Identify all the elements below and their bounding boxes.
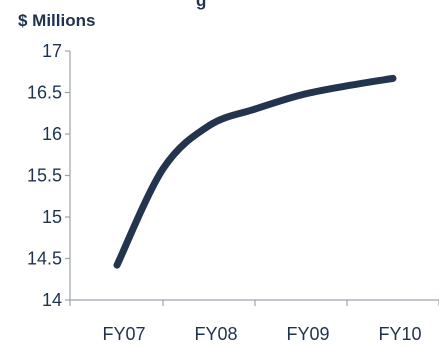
x-tick-label: FY07	[102, 324, 145, 344]
y-tick-label: 16	[42, 124, 62, 144]
y-axis-unit-label: $ Millions	[18, 11, 96, 30]
y-tick-label: 14.5	[27, 249, 62, 269]
y-tick-label: 14	[42, 290, 62, 310]
series-line	[113, 74, 397, 269]
x-tick-label: FY09	[286, 324, 329, 344]
x-tick-label: FY08	[194, 324, 237, 344]
y-tick-label: 15	[42, 207, 62, 227]
x-tick-label: FY10	[378, 324, 421, 344]
y-tick-label: 16.5	[27, 83, 62, 103]
chart-title-fragment: g	[196, 0, 207, 10]
y-tick-label: 15.5	[27, 166, 62, 186]
y-tick-label: 17	[42, 41, 62, 61]
